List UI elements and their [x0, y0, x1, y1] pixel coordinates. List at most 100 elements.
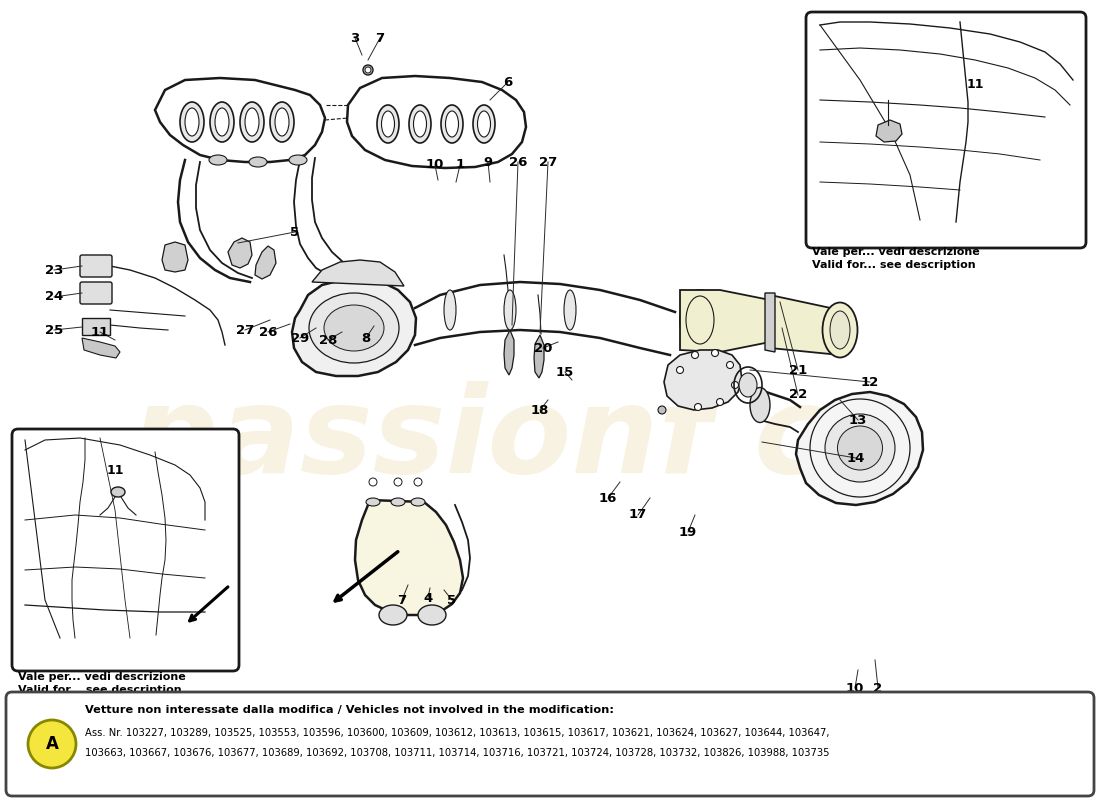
Ellipse shape — [240, 102, 264, 142]
Text: 11: 11 — [91, 326, 109, 338]
Ellipse shape — [686, 296, 714, 344]
Text: 8: 8 — [362, 331, 371, 345]
FancyBboxPatch shape — [6, 692, 1094, 796]
Ellipse shape — [692, 351, 698, 358]
Text: 10: 10 — [426, 158, 444, 171]
Text: 7: 7 — [375, 31, 385, 45]
Ellipse shape — [411, 498, 425, 506]
Ellipse shape — [564, 290, 576, 330]
Ellipse shape — [185, 108, 199, 136]
Ellipse shape — [379, 605, 407, 625]
Text: 21: 21 — [789, 363, 807, 377]
Polygon shape — [255, 246, 276, 279]
Polygon shape — [155, 78, 324, 162]
Polygon shape — [504, 330, 514, 375]
Text: 29: 29 — [290, 331, 309, 345]
Text: Ass. Nr. 103227, 103289, 103525, 103553, 103596, 103600, 103609, 103612, 103613,: Ass. Nr. 103227, 103289, 103525, 103553,… — [85, 728, 829, 738]
Text: 15: 15 — [556, 366, 574, 378]
Ellipse shape — [377, 105, 399, 143]
Text: 28: 28 — [319, 334, 338, 346]
Text: 16: 16 — [598, 491, 617, 505]
Ellipse shape — [739, 373, 757, 397]
Ellipse shape — [823, 302, 858, 358]
FancyBboxPatch shape — [80, 255, 112, 277]
Ellipse shape — [504, 290, 516, 330]
Text: 7: 7 — [397, 594, 407, 606]
Text: 5: 5 — [290, 226, 299, 238]
Text: Vale per... vedi descrizione
Valid for... see description: Vale per... vedi descrizione Valid for..… — [812, 247, 980, 270]
Text: 12: 12 — [861, 375, 879, 389]
Ellipse shape — [716, 398, 724, 406]
Polygon shape — [82, 318, 110, 335]
Ellipse shape — [365, 67, 371, 73]
Text: Vetture non interessate dalla modifica / Vehicles not involved in the modificati: Vetture non interessate dalla modifica /… — [85, 705, 614, 715]
Text: 103663, 103667, 103676, 103677, 103689, 103692, 103708, 103711, 103714, 103716, : 103663, 103667, 103676, 103677, 103689, … — [85, 748, 829, 758]
Ellipse shape — [270, 102, 294, 142]
Ellipse shape — [414, 111, 427, 137]
Text: passionf ce: passionf ce — [130, 382, 910, 498]
Polygon shape — [355, 500, 463, 615]
Polygon shape — [876, 120, 902, 142]
Text: 23: 23 — [45, 263, 63, 277]
Ellipse shape — [210, 102, 234, 142]
Polygon shape — [346, 76, 526, 168]
Ellipse shape — [363, 65, 373, 75]
Text: 26: 26 — [509, 155, 527, 169]
Text: 19: 19 — [679, 526, 697, 538]
Text: 3: 3 — [351, 31, 360, 45]
Ellipse shape — [366, 498, 379, 506]
Ellipse shape — [111, 487, 125, 497]
Ellipse shape — [825, 414, 895, 482]
Ellipse shape — [309, 293, 399, 363]
Text: 13: 13 — [849, 414, 867, 426]
Ellipse shape — [209, 155, 227, 165]
FancyBboxPatch shape — [806, 12, 1086, 248]
Ellipse shape — [726, 362, 734, 369]
Ellipse shape — [477, 111, 491, 137]
Text: 10: 10 — [846, 682, 865, 694]
Polygon shape — [680, 290, 770, 352]
Ellipse shape — [441, 105, 463, 143]
Text: 6: 6 — [504, 75, 513, 89]
Text: 5: 5 — [448, 594, 456, 606]
Polygon shape — [82, 338, 120, 358]
Ellipse shape — [676, 366, 683, 374]
Ellipse shape — [289, 155, 307, 165]
Text: 4: 4 — [424, 591, 432, 605]
Text: 17: 17 — [629, 509, 647, 522]
Ellipse shape — [418, 605, 446, 625]
Polygon shape — [770, 295, 840, 355]
Circle shape — [28, 720, 76, 768]
Ellipse shape — [180, 102, 204, 142]
Ellipse shape — [446, 111, 459, 137]
Text: 26: 26 — [258, 326, 277, 338]
Polygon shape — [764, 293, 776, 352]
Text: Vale per... vedi descrizione
Valid for... see description: Vale per... vedi descrizione Valid for..… — [18, 672, 186, 695]
Ellipse shape — [837, 426, 882, 470]
Text: 22: 22 — [789, 389, 807, 402]
Ellipse shape — [750, 387, 770, 422]
Text: 9: 9 — [483, 155, 493, 169]
Ellipse shape — [409, 105, 431, 143]
Text: 20: 20 — [534, 342, 552, 354]
Ellipse shape — [473, 105, 495, 143]
Text: 2: 2 — [873, 682, 882, 694]
Ellipse shape — [414, 478, 422, 486]
Ellipse shape — [390, 498, 405, 506]
Polygon shape — [796, 392, 923, 505]
Text: 14: 14 — [847, 451, 866, 465]
Text: 1: 1 — [455, 158, 464, 171]
Ellipse shape — [444, 290, 456, 330]
Ellipse shape — [658, 406, 666, 414]
Ellipse shape — [732, 382, 738, 389]
Text: 11: 11 — [107, 463, 123, 477]
Text: 25: 25 — [45, 323, 63, 337]
Polygon shape — [534, 335, 544, 378]
FancyBboxPatch shape — [80, 282, 112, 304]
Ellipse shape — [830, 311, 850, 349]
Text: 27: 27 — [539, 155, 557, 169]
Polygon shape — [162, 242, 188, 272]
Text: 24: 24 — [45, 290, 63, 303]
Text: 11: 11 — [966, 78, 983, 90]
Ellipse shape — [694, 403, 702, 410]
